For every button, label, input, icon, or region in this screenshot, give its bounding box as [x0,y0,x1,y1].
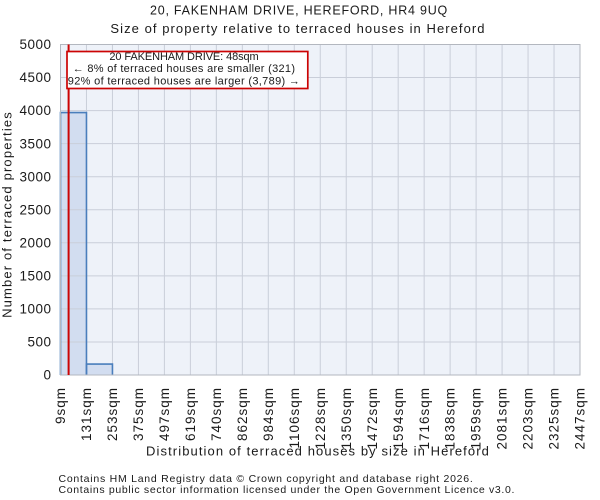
svg-text:1228sqm: 1228sqm [313,387,328,450]
svg-text:3500: 3500 [19,136,51,151]
svg-text:Distribution of terraced house: Distribution of terraced houses by size … [146,443,490,458]
svg-text:500: 500 [27,335,51,350]
svg-text:619sqm: 619sqm [183,387,198,441]
svg-text:Number of terraced properties: Number of terraced properties [0,111,15,318]
svg-text:Contains public sector informa: Contains public sector information licen… [59,484,516,496]
svg-text:2325sqm: 2325sqm [547,387,562,450]
svg-text:2447sqm: 2447sqm [573,387,588,450]
svg-text:984sqm: 984sqm [261,387,276,441]
svg-text:1838sqm: 1838sqm [443,387,458,450]
svg-text:Contains HM Land Registry data: Contains HM Land Registry data © Crown c… [59,473,474,485]
svg-text:2000: 2000 [19,235,51,250]
svg-text:2203sqm: 2203sqm [521,387,536,450]
svg-text:0: 0 [43,368,51,383]
svg-text:131sqm: 131sqm [79,387,94,441]
svg-text:1472sqm: 1472sqm [365,387,380,450]
svg-text:740sqm: 740sqm [209,387,224,441]
svg-text:5000: 5000 [19,37,51,52]
svg-text:← 8% of terraced houses are sm: ← 8% of terraced houses are smaller (321… [73,63,296,75]
svg-text:Size of property relative to t: Size of property relative to terraced ho… [110,21,485,36]
svg-text:4000: 4000 [19,103,51,118]
svg-text:4500: 4500 [19,70,51,85]
svg-text:862sqm: 862sqm [235,387,250,441]
svg-text:253sqm: 253sqm [105,387,120,441]
svg-text:20 FAKENHAM DRIVE: 48sqm: 20 FAKENHAM DRIVE: 48sqm [109,51,258,63]
svg-text:375sqm: 375sqm [131,387,146,441]
svg-text:20, FAKENHAM DRIVE, HEREFORD,: 20, FAKENHAM DRIVE, HEREFORD, HR4 9UQ [150,3,448,17]
svg-text:2081sqm: 2081sqm [495,387,510,450]
svg-text:1350sqm: 1350sqm [339,387,354,450]
svg-text:1594sqm: 1594sqm [391,387,406,450]
svg-text:9sqm: 9sqm [53,387,68,424]
svg-text:2500: 2500 [19,202,51,217]
svg-text:497sqm: 497sqm [157,387,172,441]
svg-text:1959sqm: 1959sqm [469,387,484,450]
svg-text:3000: 3000 [19,169,51,184]
svg-text:1716sqm: 1716sqm [417,387,432,450]
svg-text:92% of terraced houses are lar: 92% of terraced houses are larger (3,789… [68,75,300,87]
svg-text:1000: 1000 [19,302,51,317]
svg-text:1500: 1500 [19,268,51,283]
svg-text:1106sqm: 1106sqm [287,387,302,449]
